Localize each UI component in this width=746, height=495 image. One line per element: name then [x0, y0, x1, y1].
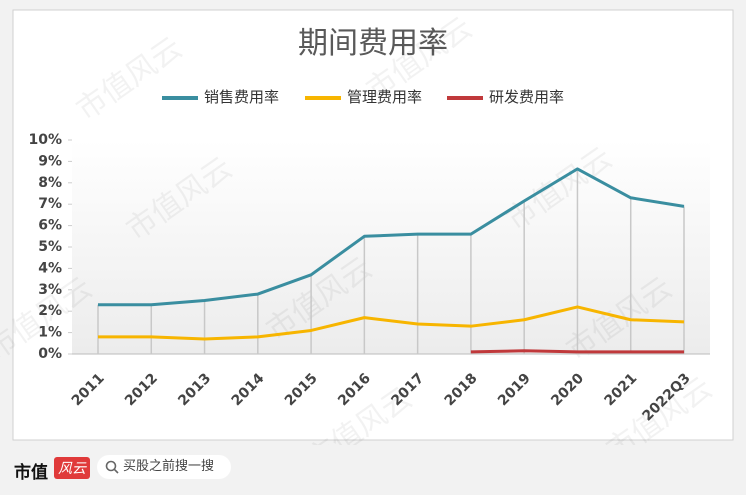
y-tick-label: 10% [28, 132, 62, 148]
line-series [470, 349, 684, 354]
legend-label: 管理费用率 [347, 88, 422, 106]
logo: 市值 [14, 463, 48, 483]
y-tick-label: 5% [38, 239, 62, 255]
y-tick-label: 0% [38, 346, 62, 362]
y-tick-label: 7% [38, 196, 62, 212]
legend-label: 销售费用率 [204, 88, 279, 106]
search-icon [105, 460, 119, 474]
chart-title: 期间费用率 [298, 26, 448, 61]
y-tick-label: 1% [38, 325, 62, 341]
search-box[interactable]: 买股之前搜一搜 [97, 455, 231, 479]
footer: 市值 风云 买股之前搜一搜 [0, 445, 746, 495]
y-tick-label: 8% [38, 175, 62, 191]
y-tick-label: 4% [38, 260, 62, 276]
line-series [98, 167, 685, 307]
legend-label: 研发费用率 [489, 88, 564, 106]
y-tick-label: 6% [38, 218, 62, 234]
plot-area [72, 140, 710, 354]
y-tick-label: 3% [38, 282, 62, 298]
y-tick-label: 9% [38, 153, 62, 169]
logo-badge: 风云 [54, 457, 90, 479]
search-text: 买股之前搜一搜 [123, 459, 215, 474]
y-tick-label: 2% [38, 303, 62, 319]
line-series [98, 305, 685, 341]
